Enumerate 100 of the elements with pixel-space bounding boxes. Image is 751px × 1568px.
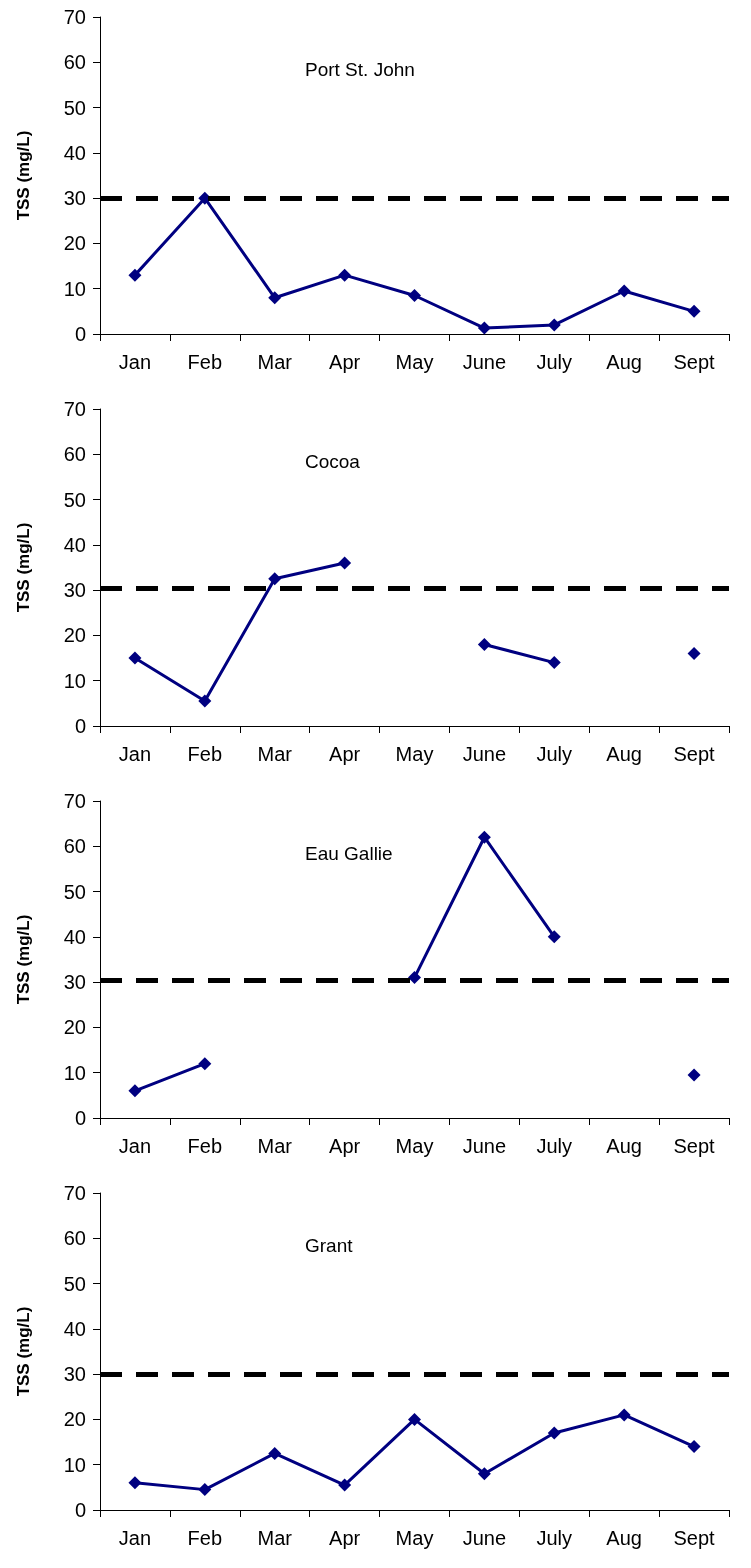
point: [547, 318, 561, 332]
x-tick-label: Aug: [606, 1135, 642, 1157]
x-tick-label: July: [536, 1135, 573, 1157]
x-tick-label: June: [462, 1527, 507, 1549]
y-tick-label: 60: [63, 1227, 86, 1250]
point: [547, 930, 561, 944]
y-tick-label: 30: [63, 971, 86, 994]
point: [687, 1068, 701, 1082]
x-tick-label: Jan: [118, 1527, 152, 1549]
x-tick-label: Feb: [187, 743, 223, 765]
point: [268, 572, 282, 586]
y-tick-label: 20: [63, 1408, 86, 1431]
point: [408, 1412, 421, 1426]
y-tick-label: 0: [74, 1499, 86, 1521]
x-tick-label: Sept: [673, 743, 716, 765]
x-tick-label: Mar: [257, 743, 293, 765]
point: [687, 1440, 701, 1454]
point: [198, 1483, 212, 1497]
x-tick-label: Apr: [329, 743, 361, 765]
point: [477, 637, 491, 651]
y-tick-label: 60: [63, 443, 86, 466]
y-axis-title: TSS (mg/L): [14, 522, 33, 613]
x-tick-label: Sept: [673, 351, 716, 373]
y-tick-label: 10: [63, 277, 86, 300]
y-tick-label: 50: [63, 96, 86, 119]
y-tick-label: 40: [63, 533, 86, 556]
point: [408, 971, 421, 985]
y-tick-label: 40: [63, 925, 86, 948]
y-tick-label: 30: [63, 579, 86, 602]
point: [547, 1426, 561, 1440]
x-tick-label: Aug: [606, 743, 642, 765]
point: [477, 830, 491, 844]
point: [477, 321, 491, 335]
y-tick-label: 60: [63, 835, 86, 858]
x-tick-label: May: [395, 743, 434, 765]
point: [547, 656, 561, 670]
y-tick-label: 0: [74, 323, 86, 345]
x-tick-label: June: [462, 743, 507, 765]
y-tick-label: 40: [63, 1317, 86, 1340]
y-tick-label: 10: [63, 1061, 86, 1084]
point: [338, 556, 352, 570]
text: Grant: [305, 1235, 354, 1256]
x-tick-label: Mar: [257, 351, 293, 373]
y-tick-label: 50: [63, 880, 86, 903]
x-tick-label: May: [395, 351, 434, 373]
y-tick-label: 10: [63, 1453, 86, 1476]
x-tick-label: Aug: [606, 1527, 642, 1549]
y-tick-label: 50: [63, 1272, 86, 1295]
point: [477, 1467, 491, 1481]
y-tick-label: 10: [63, 669, 86, 692]
y-axis-title: TSS (mg/L): [14, 1306, 33, 1397]
x-tick-label: Aug: [606, 351, 642, 373]
x-tick-label: July: [536, 1527, 573, 1549]
y-tick-label: 70: [63, 790, 86, 812]
y-tick-label: 20: [63, 1016, 86, 1039]
x-tick-label: Jan: [118, 743, 152, 765]
point: [408, 289, 421, 303]
x-tick-label: May: [395, 1135, 434, 1157]
point: [128, 1476, 142, 1490]
x-tick-label: Mar: [257, 1135, 293, 1157]
point: [198, 1057, 212, 1071]
x-tick-label: Apr: [329, 1527, 361, 1549]
x-tick-label: Apr: [329, 351, 361, 373]
point: [338, 1478, 352, 1492]
x-tick-label: Mar: [257, 1527, 293, 1549]
text: Eau Gallie: [305, 843, 393, 864]
x-tick-label: Sept: [673, 1527, 716, 1549]
x-tick-label: Feb: [187, 1527, 223, 1549]
point: [268, 291, 282, 305]
x-tick-label: Sept: [673, 1135, 716, 1157]
point: [198, 694, 212, 708]
text: Cocoa: [305, 451, 361, 472]
y-tick-label: 70: [63, 6, 86, 28]
point: [338, 268, 352, 282]
point: [687, 647, 701, 661]
y-tick-label: 70: [63, 398, 86, 420]
y-axis-title: TSS (mg/L): [14, 130, 33, 221]
point: [128, 651, 142, 665]
y-tick-label: 0: [74, 1107, 86, 1129]
x-tick-label: July: [536, 743, 573, 765]
y-tick-label: 30: [63, 187, 86, 210]
x-tick-label: May: [395, 1527, 434, 1549]
point: [128, 1084, 142, 1098]
point: [128, 268, 142, 282]
point: [268, 1446, 282, 1460]
y-tick-label: 40: [63, 141, 86, 164]
y-tick-label: 30: [63, 1363, 86, 1386]
x-tick-label: June: [462, 351, 507, 373]
y-tick-label: 20: [63, 624, 86, 647]
y-tick-label: 60: [63, 51, 86, 74]
x-tick-label: Feb: [187, 351, 223, 373]
x-tick-label: Jan: [118, 351, 152, 373]
x-tick-label: June: [462, 1135, 507, 1157]
point: [617, 1408, 631, 1422]
point: [687, 304, 701, 318]
y-tick-label: 70: [63, 1182, 86, 1204]
x-tick-label: Jan: [118, 1135, 152, 1157]
x-tick-label: Feb: [187, 1135, 223, 1157]
y-tick-label: 50: [63, 488, 86, 511]
y-tick-label: 0: [74, 715, 86, 737]
